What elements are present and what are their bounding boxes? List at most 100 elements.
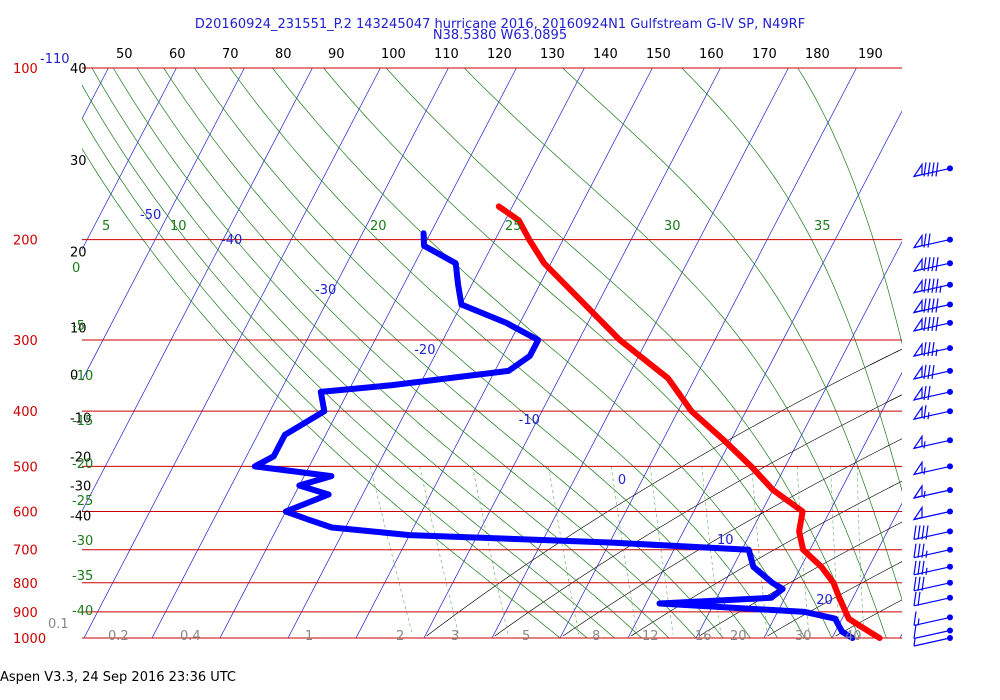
moist-adiabat-line — [136, 67, 697, 639]
wind-barb-half-flag — [935, 349, 938, 357]
wind-barb-flag — [913, 611, 917, 626]
theta-e-top-label-5: 5 — [102, 219, 110, 234]
wind-barb-flag — [935, 278, 939, 293]
isotherm-label-0: 0 — [618, 473, 626, 488]
height-left-label-10: 10 — [70, 321, 87, 336]
isotherm-line — [83, 67, 381, 639]
moist-adiabat-line — [91, 67, 642, 639]
theta-e-left-label--25: -25 — [72, 494, 93, 509]
height-top-label-90: 90 — [328, 47, 345, 62]
height-top-label-50: 50 — [116, 47, 133, 62]
wind-barb-flag — [913, 576, 917, 591]
wind-barb — [913, 576, 953, 592]
height-top-label-110: 110 — [434, 47, 459, 62]
wind-barb — [912, 484, 953, 499]
wind-barb-flag — [925, 525, 929, 540]
pressure-label-800: 800 — [13, 577, 38, 592]
height-left-label-0: 0 — [70, 369, 78, 384]
wind-barb-pennant — [912, 505, 923, 521]
wind-barb-staff — [913, 597, 951, 607]
profile-traces — [251, 203, 883, 641]
wind-barb-flag — [927, 278, 931, 293]
wind-barb-flag — [913, 624, 917, 639]
wind-barb-flag — [923, 162, 927, 177]
wind-barb-flag — [917, 543, 921, 558]
mixing-ratio-line — [472, 466, 509, 635]
wind-barb-flag — [913, 525, 917, 540]
moist-adiabat-line — [797, 67, 902, 345]
dry-adiabat-line — [835, 599, 902, 637]
mixing-ratio-line — [856, 466, 865, 635]
temperature-trace — [495, 203, 883, 641]
wind-barb — [913, 591, 953, 607]
wind-barb — [913, 611, 953, 626]
wind-barb — [912, 257, 953, 273]
wind-barb — [913, 635, 953, 647]
moist-adiabat-line — [163, 67, 724, 639]
height-top-label-180: 180 — [805, 47, 830, 62]
height-top-label-100: 100 — [381, 47, 406, 62]
wind-barb — [912, 162, 953, 178]
isotherm-line — [82, 67, 313, 512]
theta-e-left-label--5: -5 — [72, 319, 85, 334]
isotherm-label--30: -30 — [315, 283, 336, 298]
wind-barb-flag — [927, 385, 931, 400]
isotherm-line — [82, 67, 245, 382]
moist-adiabat-line — [82, 84, 615, 639]
wind-barb-flag — [921, 525, 925, 540]
dry-adiabat-line — [699, 521, 902, 637]
wind-barb — [912, 460, 953, 476]
isotherm-line — [151, 67, 449, 639]
mixing-ratio-label-5: 5 — [522, 629, 530, 644]
mixing-ratio-label-20: 20 — [730, 629, 747, 644]
isotherm-label--10: -10 — [519, 413, 540, 428]
wind-barb-flag — [935, 316, 939, 331]
mixing-ratio-label-1: 1 — [305, 629, 313, 644]
mixing-ratio-label-0.1: 0.1 — [48, 617, 69, 632]
wind-barb — [913, 560, 953, 576]
wind-barb-flag — [927, 316, 931, 331]
chart-location: N38.5380 W63.0895 — [432, 28, 568, 43]
wind-barb-pennant — [912, 434, 923, 450]
height-left-label--110: -110 — [40, 52, 70, 67]
moist-adiabat-line — [82, 148, 561, 639]
wind-barb — [912, 434, 953, 450]
wind-barb-flag — [923, 298, 927, 313]
wind-barb — [913, 543, 953, 559]
isotherm-label--20: -20 — [414, 343, 435, 358]
wind-barb-flag — [931, 342, 935, 357]
height-top-label-70: 70 — [222, 47, 239, 62]
theta-e-left-label--35: -35 — [72, 569, 93, 584]
isotherm-line — [219, 67, 517, 639]
height-left-label--40: -40 — [70, 510, 91, 525]
chart-title: D20160924_231551_P.2 143245047 hurricane… — [194, 17, 806, 32]
wind-barb-pennant — [912, 484, 923, 499]
wind-barb — [912, 405, 953, 421]
wind-barb-pennant — [912, 257, 923, 273]
wind-barb-flag — [931, 298, 935, 313]
mixing-ratio-label-8: 8 — [592, 629, 600, 644]
wind-barb-flag — [923, 233, 927, 248]
theta-e-left-label--30: -30 — [72, 534, 93, 549]
isotherm-line — [559, 67, 857, 639]
wind-barb-flag — [913, 591, 917, 606]
theta-e-top-label-10: 10 — [170, 219, 187, 234]
wind-barb-pennant — [912, 278, 923, 294]
wind-barb-staff — [913, 566, 951, 576]
pressure-label-200: 200 — [13, 234, 38, 249]
isotherm-line — [287, 67, 585, 639]
wind-barb-pennant — [912, 316, 923, 332]
wind-barb-pennant — [912, 162, 923, 178]
theta-e-top-label-35: 35 — [814, 219, 831, 234]
isotherm-line — [627, 110, 902, 639]
wind-barb-flag — [927, 162, 931, 177]
wind-barb-flag — [913, 543, 917, 558]
wind-barb — [912, 316, 953, 332]
theta-e-left-label--40: -40 — [72, 604, 93, 619]
isobar-lines — [82, 67, 902, 639]
wind-barb-staff — [913, 549, 951, 559]
height-left-label-20: 20 — [70, 246, 87, 261]
wind-barb-half-flag — [925, 550, 928, 558]
